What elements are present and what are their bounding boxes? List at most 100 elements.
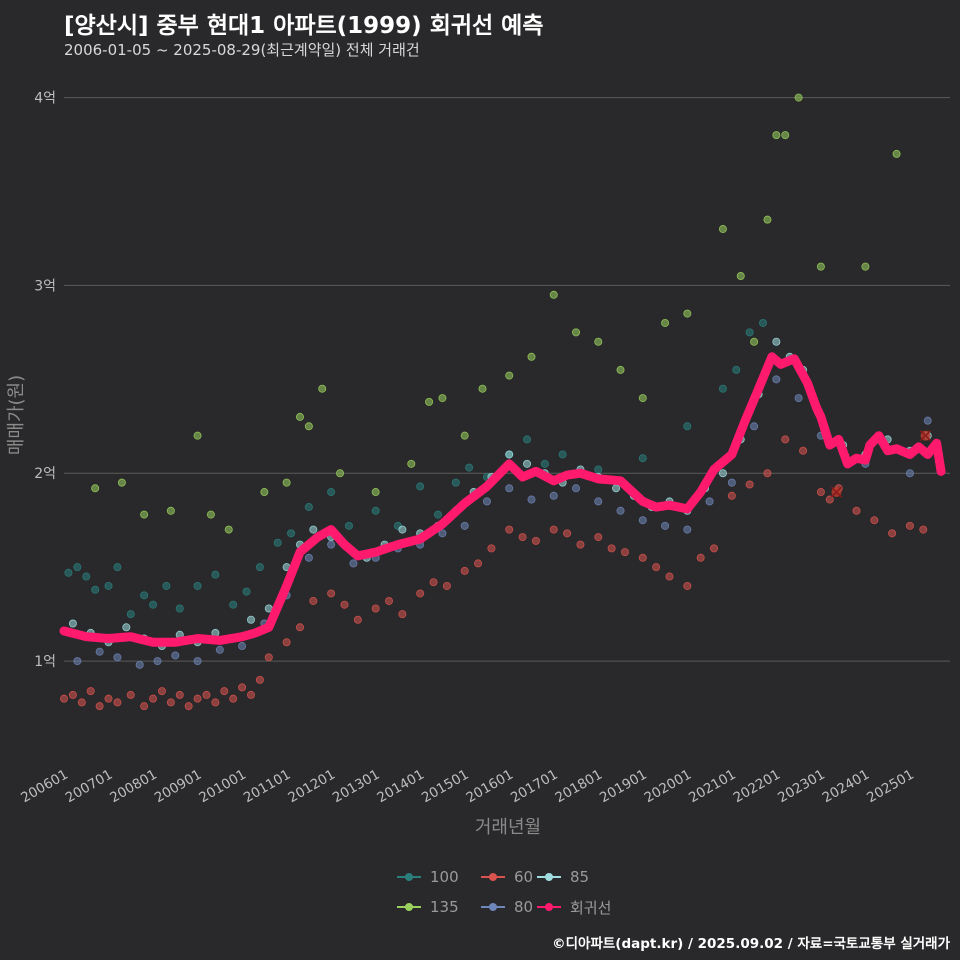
point-135 [527, 352, 536, 361]
point-100 [523, 435, 532, 444]
point-100 [759, 318, 768, 327]
series-135 [91, 93, 901, 534]
point-60 [620, 548, 629, 557]
point-100 [149, 600, 158, 609]
point-85 [309, 525, 318, 534]
legend-item-135: 135 [396, 896, 480, 918]
point-60 [576, 540, 585, 549]
point-85 [246, 615, 255, 624]
point-60 [696, 553, 705, 562]
point-135 [460, 431, 469, 440]
x-tick-label: 202501 [864, 767, 917, 807]
legend-swatch [396, 870, 422, 884]
y-tick-label: 3억 [34, 278, 56, 294]
point-80 [193, 657, 202, 666]
x-tick-label: 200801 [107, 767, 160, 807]
point-60 [665, 572, 674, 581]
point-60 [416, 589, 425, 598]
point-85 [718, 469, 727, 478]
point-60 [68, 690, 77, 699]
point-60 [295, 623, 304, 632]
x-tick-label: 202301 [775, 767, 828, 807]
point-85 [523, 459, 532, 468]
point-100 [732, 365, 741, 374]
x-tick-label: 202101 [686, 767, 739, 807]
point-60 [220, 687, 229, 696]
point-60 [825, 495, 834, 504]
point-80 [438, 529, 447, 538]
point-100 [465, 463, 474, 472]
point-135 [117, 478, 126, 487]
point-60 [429, 578, 438, 587]
point-80 [772, 375, 781, 384]
point-80 [616, 506, 625, 515]
point-60 [202, 690, 211, 699]
point-60 [86, 687, 95, 696]
point-100 [273, 538, 282, 547]
point-100 [416, 482, 425, 491]
point-60 [140, 702, 149, 711]
legend-label: 60 [514, 868, 534, 886]
point-135 [638, 394, 647, 403]
point-85 [122, 623, 131, 632]
legend-swatch [396, 900, 422, 914]
point-80 [460, 521, 469, 530]
point-100 [242, 587, 251, 596]
point-100 [113, 563, 122, 572]
point-135 [91, 484, 100, 493]
point-80 [727, 478, 736, 487]
point-135 [407, 459, 416, 468]
legend-label: 85 [570, 868, 590, 886]
y-tick-label: 2억 [34, 466, 56, 482]
point-60 [309, 596, 318, 605]
point-100 [327, 488, 336, 497]
chart-subtitle: 2006-01-05 ~ 2025-08-29(최근계약일) 전체 거래건 [64, 41, 420, 59]
legend: 100 60 85 135 80 회귀선 [396, 866, 616, 918]
point-135 [763, 215, 772, 224]
point-100 [344, 521, 353, 530]
point-100 [64, 568, 73, 577]
x-tick-label: 201901 [597, 767, 650, 807]
series-80 [73, 375, 932, 669]
point-135 [594, 337, 603, 346]
x-tick-label: 200901 [152, 767, 205, 807]
legend-item-100: 100 [396, 866, 480, 888]
point-80 [638, 516, 647, 525]
point-60 [255, 675, 264, 684]
point-60 [166, 698, 175, 707]
point-60 [919, 525, 928, 534]
legend-swatch [480, 870, 506, 884]
point-100 [451, 478, 460, 487]
x-axis-label: 거래년월 [475, 817, 541, 838]
point-135 [781, 131, 790, 140]
scatter-points [60, 93, 932, 711]
point-135 [438, 394, 447, 403]
point-60 [229, 694, 238, 703]
x-tick-label: 201201 [285, 767, 338, 807]
legend-label: 80 [514, 898, 534, 916]
point-135 [549, 290, 558, 299]
series-100 [64, 318, 768, 619]
point-100 [175, 604, 184, 613]
point-60 [126, 690, 135, 699]
x-tick-label: 201601 [463, 767, 516, 807]
point-100 [638, 454, 647, 463]
point-60 [238, 683, 247, 692]
point-100 [594, 465, 603, 474]
point-60 [157, 687, 166, 696]
point-60 [398, 610, 407, 619]
legend-item-85: 85 [536, 866, 616, 888]
point-60 [549, 525, 558, 534]
point-80 [238, 642, 247, 651]
point-80 [304, 553, 313, 562]
point-60 [184, 702, 193, 711]
point-60 [781, 435, 790, 444]
legend-item-60: 60 [480, 866, 536, 888]
point-135 [140, 510, 149, 519]
point-60 [531, 536, 540, 545]
point-60 [594, 533, 603, 542]
point-80 [923, 416, 932, 425]
point-60 [487, 544, 496, 553]
point-80 [153, 657, 162, 666]
